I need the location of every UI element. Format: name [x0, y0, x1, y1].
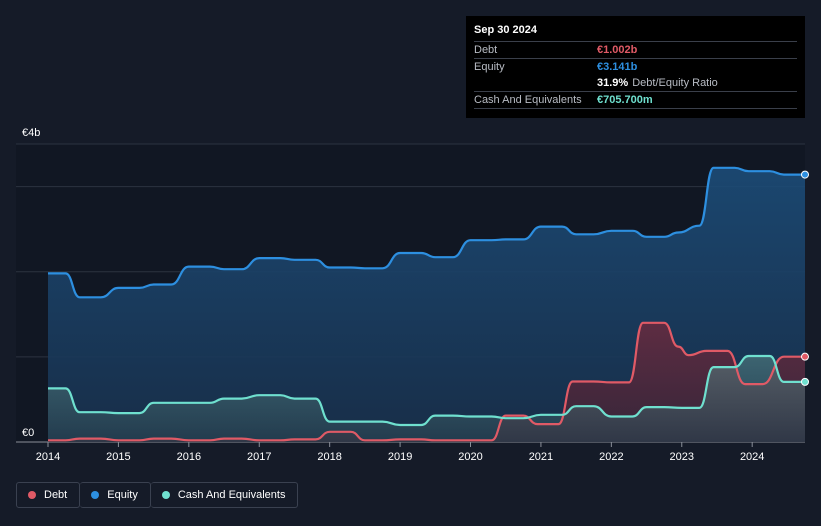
- x-tick-label-2015: 2015: [106, 451, 130, 463]
- equity-end-marker: [801, 170, 809, 179]
- chart-legend: Debt Equity Cash And Equivalents: [16, 482, 299, 510]
- tooltip-cash-label: Cash And Equivalents: [474, 94, 582, 106]
- legend-cash-label: Cash And Equivalents: [177, 489, 286, 501]
- x-tick-label-2023: 2023: [670, 451, 694, 463]
- y-axis-max-label: €4b: [22, 127, 40, 139]
- tooltip-ratio-label: Debt/Equity Ratio: [632, 77, 718, 89]
- legend-item-equity[interactable]: Equity: [80, 482, 151, 508]
- line-layer: [47, 166, 805, 442]
- equity-line: [47, 166, 805, 299]
- x-tick-label-2020: 2020: [458, 451, 482, 463]
- marker-layer: [801, 170, 809, 386]
- debt-line: [47, 321, 805, 442]
- cash-line: [48, 354, 805, 427]
- tooltip-debt-value: €1.002b: [597, 44, 638, 56]
- x-axis: 2014 2015 2016 2017 2018 2019 2020 2021 2022 2023…: [36, 442, 764, 463]
- debt-area: [48, 322, 805, 442]
- x-tick-label-2024: 2024: [740, 451, 764, 463]
- cash-area: [48, 356, 805, 442]
- tooltip-equity-label: Equity: [474, 61, 505, 73]
- x-tick-label-2022: 2022: [599, 451, 623, 463]
- tooltip-cash-row: Cash And Equivalents €705.700m: [474, 92, 797, 109]
- tooltip-panel: Sep 30 2024 Debt €1.002b Equity €3.141b …: [466, 16, 805, 118]
- y-axis-min-label: €0: [22, 427, 34, 439]
- equity-area: [48, 167, 805, 443]
- legend-equity-dot-icon: [91, 491, 100, 499]
- x-tick-label-2014: 2014: [36, 451, 60, 463]
- tooltip-ratio-value: 31.9%: [597, 77, 629, 89]
- legend-item-debt[interactable]: Debt: [16, 482, 81, 508]
- cash-end-marker: [801, 377, 809, 386]
- tooltip-date: Sep 30 2024: [474, 24, 797, 42]
- x-tick-label-2017: 2017: [247, 451, 271, 463]
- legend-equity-label: Equity: [107, 489, 138, 501]
- legend-debt-dot-icon: [28, 491, 36, 499]
- x-tick-label-2019: 2019: [388, 451, 412, 463]
- area-layer: [48, 167, 805, 443]
- tooltip-cash-value: €705.700m: [597, 94, 653, 106]
- x-tick-label-2021: 2021: [529, 451, 553, 463]
- debt-end-marker: [801, 352, 809, 361]
- legend-debt-label: Debt: [44, 489, 68, 501]
- legend-item-cash[interactable]: Cash And Equivalents: [150, 482, 299, 508]
- legend-cash-dot-icon: [161, 491, 170, 499]
- tooltip-equity-row: Equity €3.141b: [474, 59, 797, 75]
- tooltip-debt-row: Debt €1.002b: [474, 42, 797, 59]
- x-tick-label-2016: 2016: [177, 451, 201, 463]
- x-tick-label-2018: 2018: [317, 451, 341, 463]
- tooltip-debt-label: Debt: [474, 44, 498, 56]
- tooltip-ratio-row: 31.9% Debt/Equity Ratio: [474, 75, 797, 92]
- tooltip-equity-value: €3.141b: [597, 61, 638, 73]
